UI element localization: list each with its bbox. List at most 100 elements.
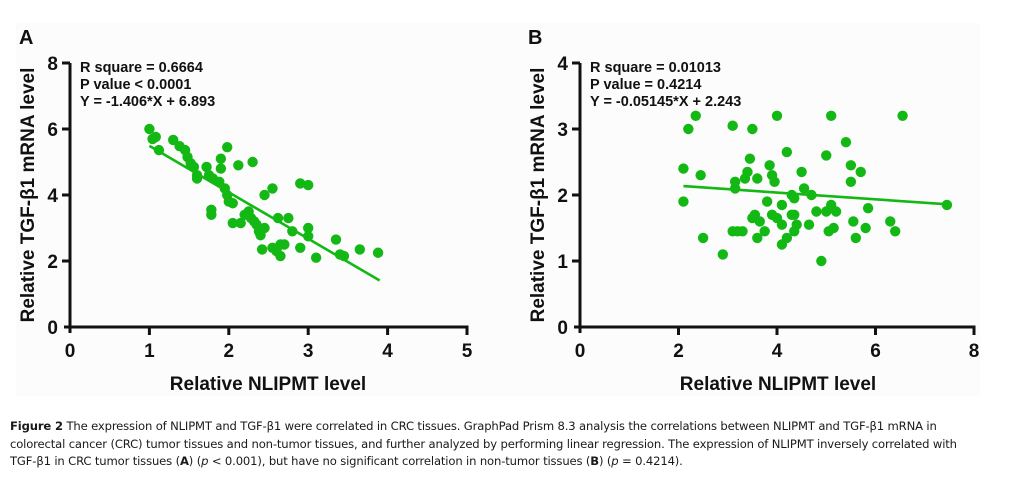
chart-a-data-point [247, 156, 258, 168]
chart-b-data-point [771, 110, 783, 122]
chart-b-data-point [816, 255, 827, 267]
chart-b-data-point [850, 232, 861, 244]
chart-a-x-tick-label: 4 [382, 341, 393, 362]
chart-a-data-point [215, 163, 227, 174]
chart-b-data-point [791, 219, 802, 230]
caption-line-2: colorectal cancer (CRC) tumor tissues an… [10, 436, 957, 451]
caption-text-3d: ) ( [598, 454, 612, 468]
chart-b-data-point [781, 146, 793, 158]
chart-a-data-point [227, 217, 238, 229]
chart-a-data-point [233, 160, 244, 171]
chart-a-x-tick-label: 2 [224, 341, 235, 362]
chart-a-stat-p-value: P value < 0.0001 [80, 77, 191, 93]
chart-b-y-tick-label: 3 [557, 120, 568, 141]
chart-a-data-point [303, 179, 314, 191]
chart-b-y-tick-label: 4 [557, 54, 568, 75]
chart-b-data-point [825, 110, 837, 122]
chart-a-data-point [271, 245, 282, 257]
chart-b-data-point [742, 166, 753, 178]
chart-a: 0 2 4 6 8 0 1 2 3 4 5 [47, 54, 472, 362]
caption-ref-b: B [590, 454, 599, 468]
chart-b-data-point [764, 160, 775, 171]
caption-text-3a: TGF-β1 in CRC tumor tissues ( [10, 454, 180, 468]
chart-b-y-tick-label: 0 [557, 318, 568, 339]
chart-b-data-point [754, 216, 765, 227]
chart-a-data-point [259, 189, 270, 201]
chart-a-data-point [201, 161, 212, 173]
chart-b-data-point [776, 219, 788, 230]
chart-b-data-point [789, 193, 800, 204]
chart-a-data-point [372, 247, 384, 258]
chart-a-y-tick-label: 8 [47, 54, 58, 75]
chart-b-data-point [811, 206, 822, 217]
chart-b-data-point [727, 120, 738, 131]
chart-a-x-axis-title: Relative NLIPMT level [170, 374, 366, 395]
chart-a-data-point [330, 234, 342, 245]
chart-b-x-axis-title: Relative NLIPMT level [680, 374, 876, 395]
chart-b-data-point [683, 123, 694, 135]
chart-a-data-point [222, 141, 233, 153]
caption-text-3b: ) ( [188, 454, 202, 468]
caption-ref-a: A [179, 454, 189, 468]
caption-p-symbol-2: p [611, 454, 619, 468]
chart-b-data-point [890, 226, 901, 237]
chart-a-data-point [235, 217, 246, 229]
chart-a-data-point [227, 198, 238, 209]
chart-b-data-point [781, 232, 793, 244]
chart-b-data-point [821, 150, 832, 161]
chart-a-x-tick-label: 3 [303, 341, 314, 362]
chart-b-data-point [759, 226, 770, 237]
chart-b-data-point [885, 216, 896, 227]
chart-b-stat-equation: Y = -0.05145*X + 2.243 [590, 94, 741, 110]
chart-a-data-point [150, 131, 161, 143]
chart-b-x-tick-label: 6 [870, 341, 881, 362]
panel-label-b: B [528, 27, 542, 49]
chart-b-data-point [752, 232, 763, 244]
chart-b-data-point [776, 199, 788, 211]
chart-b-data-point [845, 160, 857, 171]
chart-b-data-point [796, 166, 807, 178]
chart-b-stat-r-square: R square = 0.01013 [590, 60, 721, 76]
figure-charts: A B R square = 0.6664 P value < 0.0001 Y… [18, 27, 979, 395]
chart-b: 0 1 2 3 4 0 2 4 6 8 [557, 54, 979, 362]
chart-a-regression-line [148, 144, 381, 282]
chart-b-data-point [678, 163, 689, 174]
chart-b-data-point [697, 232, 709, 244]
chart-a-data-point [295, 242, 306, 253]
chart-a-stat-equation: Y = -1.406*X + 6.893 [80, 94, 215, 110]
chart-a-data-point [259, 222, 270, 234]
chart-b-x-tick-label: 4 [772, 341, 783, 362]
chart-a-data-point [267, 183, 278, 194]
chart-b-data-point [860, 222, 871, 234]
caption-line-3: TGF-β1 in CRC tumor tissues (A) (p < 0.0… [10, 453, 1005, 471]
caption-p-symbol-1: p [201, 454, 209, 468]
chart-b-data-point [855, 166, 866, 178]
chart-b-data-point [717, 249, 729, 260]
chart-b-y-axis-title: Relative TGF-β1 mRNA level [528, 68, 549, 323]
chart-a-data-point [168, 134, 179, 146]
chart-b-data-point [897, 110, 908, 122]
chart-b-data-point [789, 209, 800, 220]
chart-a-y-axis-title: Relative TGF-β1 mRNA level [18, 68, 39, 323]
chart-a-data-point [354, 244, 366, 255]
chart-a-data-point [295, 178, 306, 189]
chart-a-data-point [279, 239, 290, 250]
chart-a-data-point [206, 209, 217, 220]
chart-a-x-tick-label: 0 [65, 341, 76, 362]
chart-b-data-point [690, 110, 701, 122]
chart-a-y-tick-label: 6 [47, 120, 58, 141]
chart-b-data-point [803, 219, 815, 230]
chart-b-regression-line [683, 184, 950, 206]
figure-label: Figure 2 [10, 419, 63, 433]
chart-b-data-point [744, 153, 756, 164]
figure-caption: Figure 2 The expression of NLIPMT and TG… [10, 418, 1005, 471]
chart-a-x-tick-label: 1 [144, 341, 155, 362]
chart-b-data-point [830, 206, 842, 217]
chart-a-y-tick-label: 4 [47, 186, 58, 207]
chart-b-y-tick-label: 2 [557, 186, 568, 207]
chart-a-data-point [256, 244, 268, 255]
panel-label-a: A [19, 27, 33, 49]
chart-b-stat-p-value: P value = 0.4214 [590, 77, 701, 93]
chart-b-data-point [752, 173, 763, 184]
chart-a-data-point [144, 123, 155, 135]
